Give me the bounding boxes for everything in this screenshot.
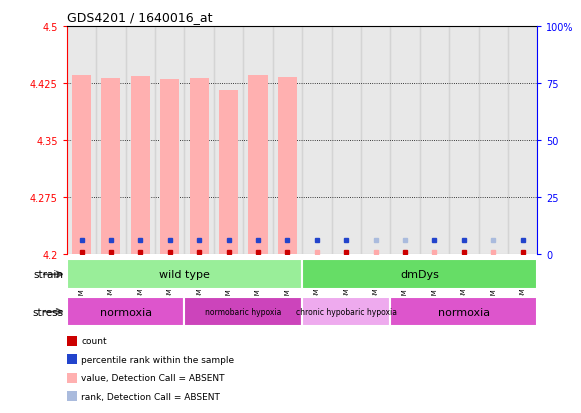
Bar [185,27,214,254]
Bar [67,27,96,254]
Bar [185,297,302,327]
Bar [390,27,420,254]
Text: stress: stress [33,307,64,317]
Bar [249,76,268,254]
Text: rank, Detection Call = ABSENT: rank, Detection Call = ABSENT [81,392,220,401]
Bar [67,260,302,290]
Text: value, Detection Call = ABSENT: value, Detection Call = ABSENT [81,373,225,382]
Bar [332,27,361,254]
Text: dmDys: dmDys [400,270,439,280]
Bar [125,27,155,254]
Text: normobaric hypoxia: normobaric hypoxia [205,307,281,316]
Text: count: count [81,336,107,345]
Bar [420,27,449,254]
Text: strain: strain [34,270,64,280]
Bar [155,27,185,254]
Bar [390,297,537,327]
Bar [278,78,297,254]
Bar [72,76,91,254]
Bar [160,80,180,254]
Text: normoxia: normoxia [99,307,152,317]
Bar [302,297,390,327]
Bar [449,27,479,254]
Bar [302,260,537,290]
Text: wild type: wild type [159,270,210,280]
Bar [96,27,125,254]
Bar [479,27,508,254]
Bar [67,297,185,327]
Bar [131,77,150,254]
Bar [189,79,209,254]
Bar [219,91,238,254]
Bar [101,78,120,254]
Bar [243,27,272,254]
Bar [361,27,390,254]
Bar [508,27,537,254]
Text: chronic hypobaric hypoxia: chronic hypobaric hypoxia [296,307,397,316]
Text: GDS4201 / 1640016_at: GDS4201 / 1640016_at [67,11,212,24]
Bar [214,27,243,254]
Text: normoxia: normoxia [438,307,490,317]
Bar [272,27,302,254]
Bar [302,27,332,254]
Text: percentile rank within the sample: percentile rank within the sample [81,355,235,364]
